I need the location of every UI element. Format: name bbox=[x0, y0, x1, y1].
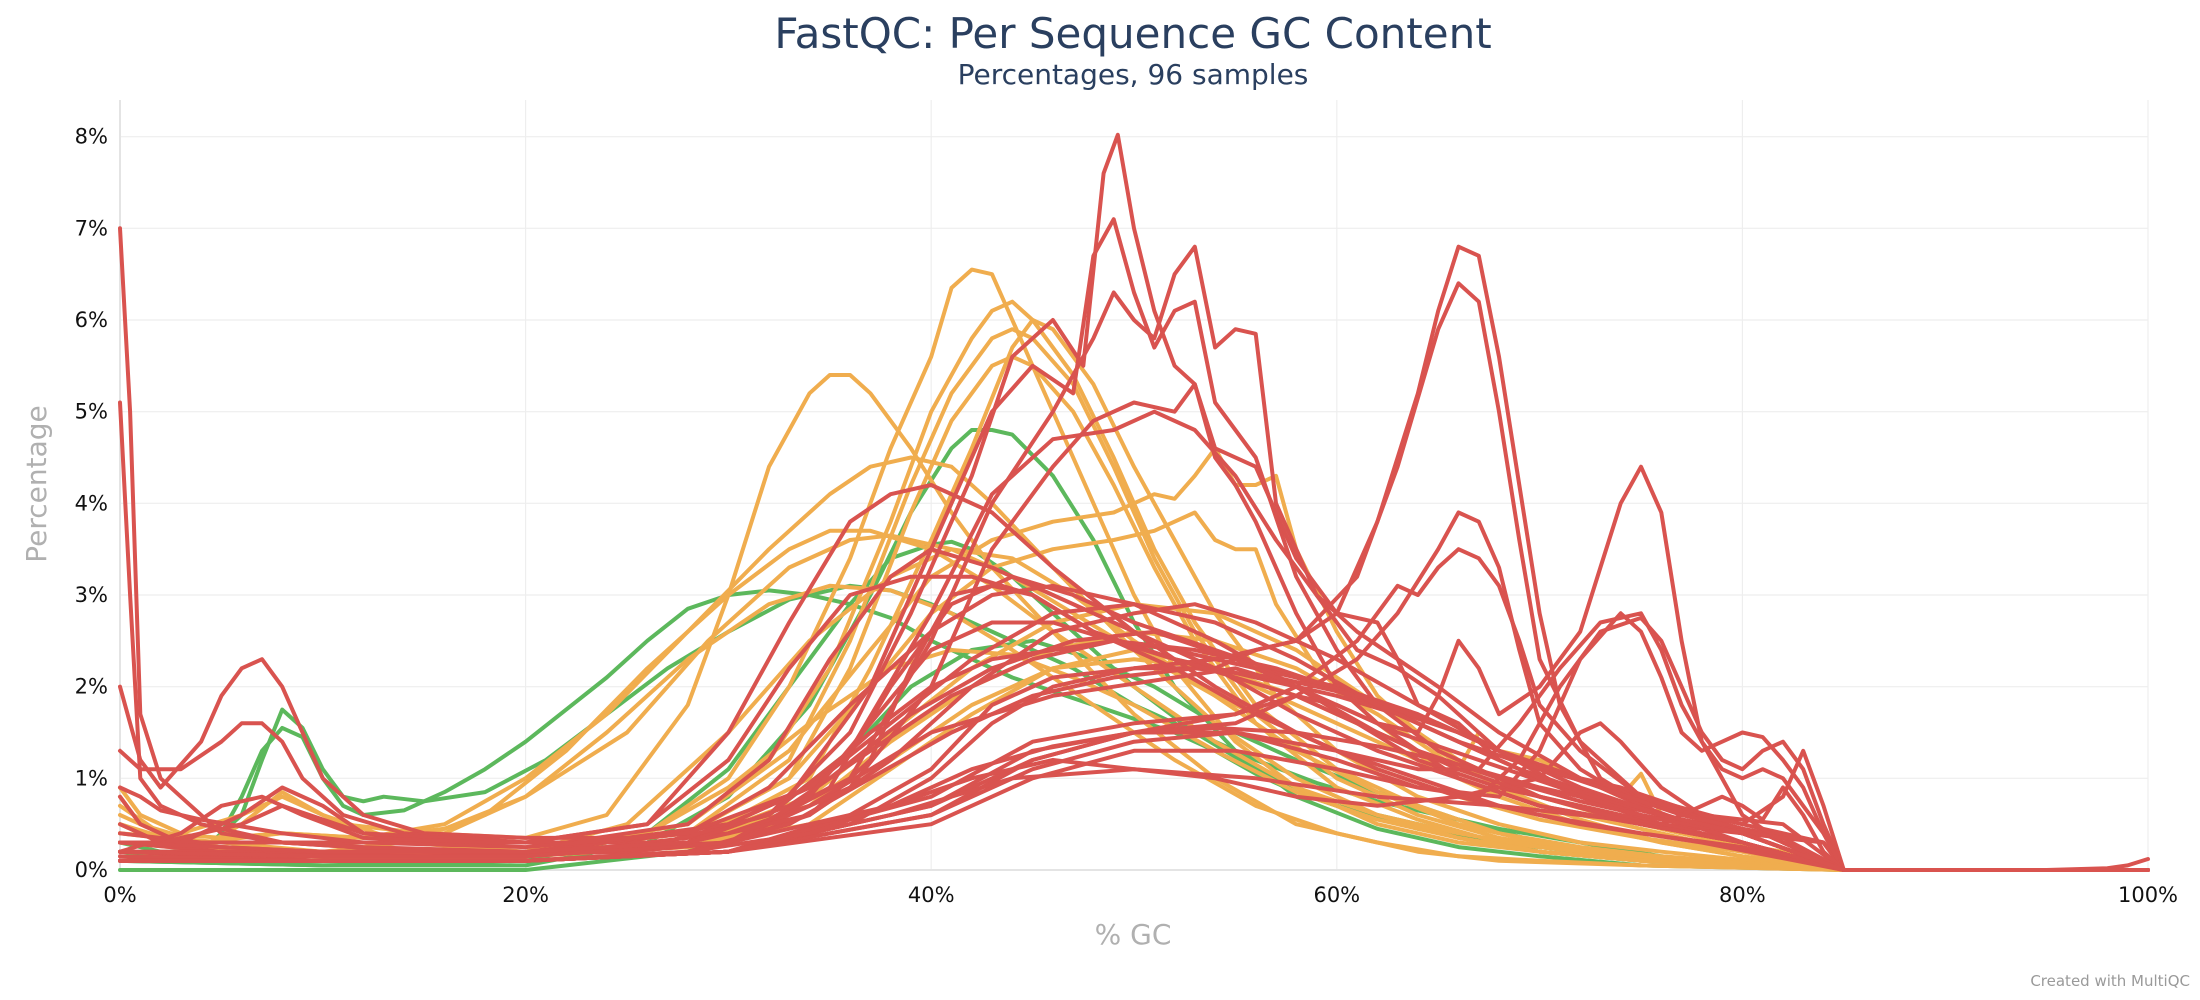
x-tick-label: 20% bbox=[502, 883, 549, 907]
series-line-warn[interactable] bbox=[118, 299, 2150, 872]
series-line-fail[interactable] bbox=[118, 767, 2150, 872]
series-line-fail[interactable] bbox=[118, 281, 2150, 872]
x-axis-title: % GC bbox=[1095, 918, 1172, 951]
y-tick-label: 7% bbox=[75, 216, 108, 240]
x-tick-label: 80% bbox=[1719, 883, 1766, 907]
series-line-fail[interactable] bbox=[118, 602, 2150, 872]
series-line-fail[interactable] bbox=[118, 629, 2150, 872]
y-axis-title: Percentage bbox=[20, 405, 53, 563]
y-tick-label: 1% bbox=[75, 766, 108, 790]
series-line-fail[interactable] bbox=[118, 611, 2150, 872]
plot-area bbox=[118, 132, 2150, 872]
y-tick-label: 3% bbox=[75, 583, 108, 607]
series-line-fail[interactable] bbox=[118, 547, 2150, 872]
chart-subtitle: Percentages, 96 samples bbox=[958, 58, 1309, 91]
series-line-warn[interactable] bbox=[118, 648, 2150, 872]
series-line-fail[interactable] bbox=[118, 602, 2150, 872]
x-tick-label: 100% bbox=[2118, 883, 2178, 907]
series-line-fail[interactable] bbox=[118, 574, 2150, 872]
series-line-fail[interactable] bbox=[118, 510, 2150, 872]
chart-title: FastQC: Per Sequence GC Content bbox=[774, 9, 1491, 58]
series-line-warn[interactable] bbox=[118, 455, 2150, 872]
y-tick-label: 0% bbox=[75, 858, 108, 882]
x-tick-label: 60% bbox=[1313, 883, 1360, 907]
y-tick-label: 4% bbox=[75, 491, 108, 515]
x-tick-label: 40% bbox=[908, 883, 955, 907]
y-tick-label: 2% bbox=[75, 675, 108, 699]
y-tick-label: 8% bbox=[75, 125, 108, 149]
created-with-credit: Created with MultiQC bbox=[2030, 972, 2190, 990]
y-tick-label: 6% bbox=[75, 308, 108, 332]
x-tick-label: 0% bbox=[103, 883, 136, 907]
series-line-warn[interactable] bbox=[118, 327, 2150, 872]
series-line-warn[interactable] bbox=[118, 528, 2150, 872]
series-line-warn[interactable] bbox=[118, 510, 2150, 872]
series-line-fail[interactable] bbox=[118, 382, 2150, 872]
y-tick-label: 5% bbox=[75, 400, 108, 424]
series-line-fail[interactable] bbox=[118, 611, 2150, 872]
series-line-warn[interactable] bbox=[118, 267, 2150, 872]
series-line-fail[interactable] bbox=[118, 244, 2150, 872]
grid bbox=[119, 100, 2149, 871]
series-line-fail[interactable] bbox=[118, 244, 2150, 872]
series-line-fail[interactable] bbox=[118, 226, 2150, 872]
